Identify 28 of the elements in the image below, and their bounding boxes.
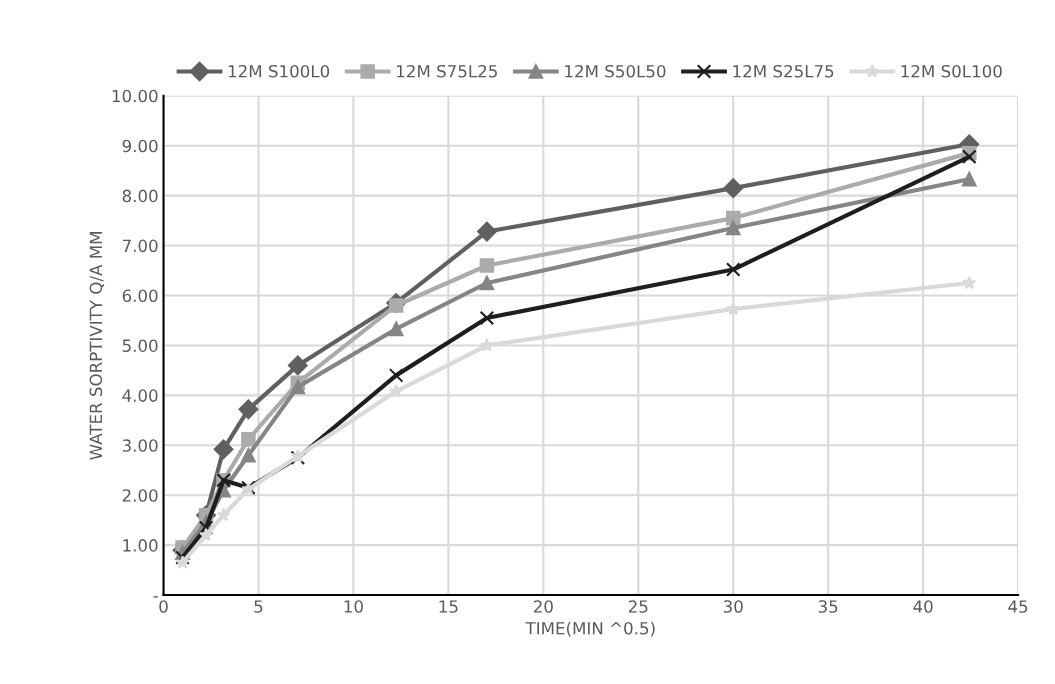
x-tick-label: 30 (723, 600, 743, 613)
y-tick-label: 9.00 (122, 139, 158, 153)
legend-label: 12M S75L25 (397, 64, 497, 78)
x-tick-label: 40 (913, 600, 933, 613)
x-tick-label: 20 (533, 600, 553, 613)
x-tick-label: 45 (1008, 600, 1028, 613)
y-axis-title: WATER SORPTIVITY Q/A MM (89, 232, 105, 460)
legend-label: 12M S100L0 (228, 64, 330, 78)
y-tick-label: 1.00 (123, 539, 158, 552)
x-tick-label: 25 (628, 600, 648, 613)
x-tick-label: 0 (159, 600, 168, 613)
y-tick-label: 10.00 (112, 89, 158, 103)
y-tick-label: - (153, 596, 158, 598)
x-axis-title: TIME(MIN ^0.5) (525, 621, 655, 637)
y-tick-label: 4.00 (122, 389, 158, 402)
y-tick-label: 6.00 (122, 289, 158, 303)
legend-label: 12M S0L100 (901, 64, 1002, 78)
legend-label: 12M S25L75 (733, 64, 834, 78)
y-tick-label: 7.00 (122, 239, 158, 253)
x-tick-label: 35 (818, 600, 838, 613)
y-tick-label: 3.00 (122, 439, 158, 452)
legend-label: 12M S50L50 (565, 64, 666, 78)
x-tick-label: 5 (254, 600, 263, 613)
x-tick-label: 10 (344, 600, 363, 613)
y-tick-label: 8.00 (122, 189, 158, 203)
y-tick-label: 5.00 (122, 339, 158, 352)
x-tick-label: 15 (439, 600, 458, 613)
y-tick-label: 2.00 (122, 489, 158, 502)
